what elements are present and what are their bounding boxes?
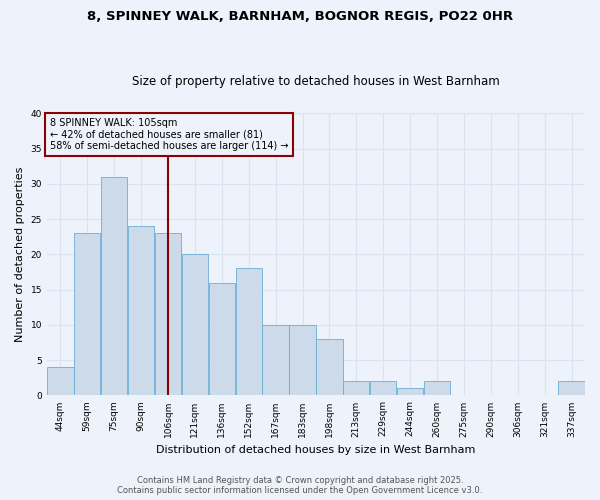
Bar bbox=[236, 268, 262, 396]
Bar bbox=[209, 282, 235, 396]
Y-axis label: Number of detached properties: Number of detached properties bbox=[15, 166, 25, 342]
Bar bbox=[316, 339, 343, 396]
Text: Contains HM Land Registry data © Crown copyright and database right 2025.
Contai: Contains HM Land Registry data © Crown c… bbox=[118, 476, 482, 495]
Bar bbox=[47, 367, 74, 396]
Text: 8 SPINNEY WALK: 105sqm
← 42% of detached houses are smaller (81)
58% of semi-det: 8 SPINNEY WALK: 105sqm ← 42% of detached… bbox=[50, 118, 288, 150]
Title: Size of property relative to detached houses in West Barnham: Size of property relative to detached ho… bbox=[132, 76, 500, 88]
Bar bbox=[343, 382, 370, 396]
Bar bbox=[182, 254, 208, 396]
Bar bbox=[101, 177, 127, 396]
Bar bbox=[262, 325, 289, 396]
Bar bbox=[128, 226, 154, 396]
X-axis label: Distribution of detached houses by size in West Barnham: Distribution of detached houses by size … bbox=[156, 445, 476, 455]
Bar bbox=[370, 382, 397, 396]
Bar bbox=[74, 233, 100, 396]
Bar bbox=[155, 233, 181, 396]
Bar bbox=[424, 382, 450, 396]
Bar bbox=[397, 388, 424, 396]
Bar bbox=[289, 325, 316, 396]
Bar bbox=[559, 382, 585, 396]
Text: 8, SPINNEY WALK, BARNHAM, BOGNOR REGIS, PO22 0HR: 8, SPINNEY WALK, BARNHAM, BOGNOR REGIS, … bbox=[87, 10, 513, 23]
